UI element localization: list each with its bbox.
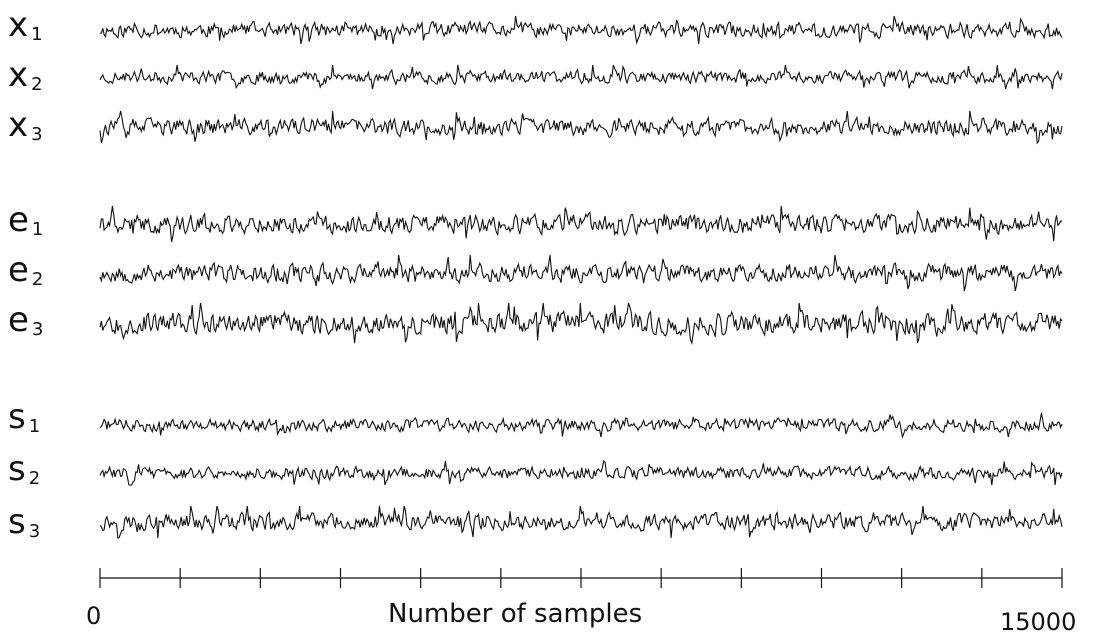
- trace-s1: [99, 412, 1063, 439]
- x-tick-label-start: 0: [86, 602, 102, 630]
- trace-x3: [99, 110, 1063, 145]
- trace-s3: [99, 505, 1063, 539]
- trace-x2: [99, 64, 1063, 90]
- x-axis-label: Number of samples: [388, 599, 643, 629]
- trace-e2: [99, 254, 1063, 292]
- trace-e1: [99, 205, 1063, 243]
- trace-x1: [99, 15, 1063, 45]
- trace-s2: [99, 459, 1063, 486]
- x-tick-label-end: 15000: [1000, 608, 1077, 636]
- trace-e3: [99, 302, 1063, 346]
